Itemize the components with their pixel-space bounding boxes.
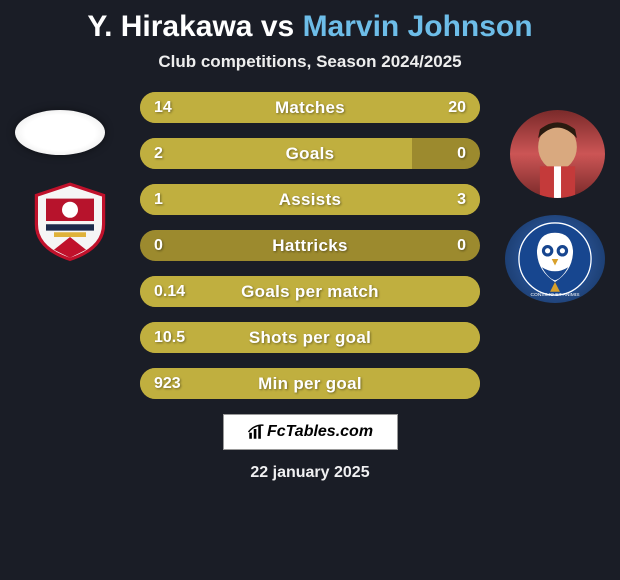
stat-label: Goals — [140, 144, 480, 164]
branding-badge: FcTables.com — [223, 414, 398, 450]
stat-label: Goals per match — [140, 282, 480, 302]
stat-row: 20Goals — [140, 138, 480, 169]
date-text: 22 january 2025 — [250, 464, 369, 482]
subtitle: Club competitions, Season 2024/2025 — [158, 52, 461, 72]
vs-text: vs — [261, 10, 294, 43]
stat-label: Hattricks — [140, 236, 480, 256]
stat-label: Shots per goal — [140, 328, 480, 348]
stats-area: 1420Matches 20Goals 13Assists 00Hattricks 0.… — [0, 92, 620, 399]
page-title: Y. Hirakawa vs Marvin Johnson — [87, 10, 532, 44]
stat-row: 923Min per goal — [140, 368, 480, 399]
stat-row: 1420Matches — [140, 92, 480, 123]
stat-label: Min per goal — [140, 374, 480, 394]
branding-text: FcTables.com — [267, 423, 373, 441]
stat-row: 00Hattricks — [140, 230, 480, 261]
stat-row: 0.14Goals per match — [140, 276, 480, 307]
stat-label: Assists — [140, 190, 480, 210]
player2-name: Marvin Johnson — [303, 10, 533, 43]
stat-row: 13Assists — [140, 184, 480, 215]
stat-label: Matches — [140, 98, 480, 118]
stat-row: 10.5Shots per goal — [140, 322, 480, 353]
player1-name: Y. Hirakawa — [87, 10, 252, 43]
chart-icon — [247, 423, 265, 441]
